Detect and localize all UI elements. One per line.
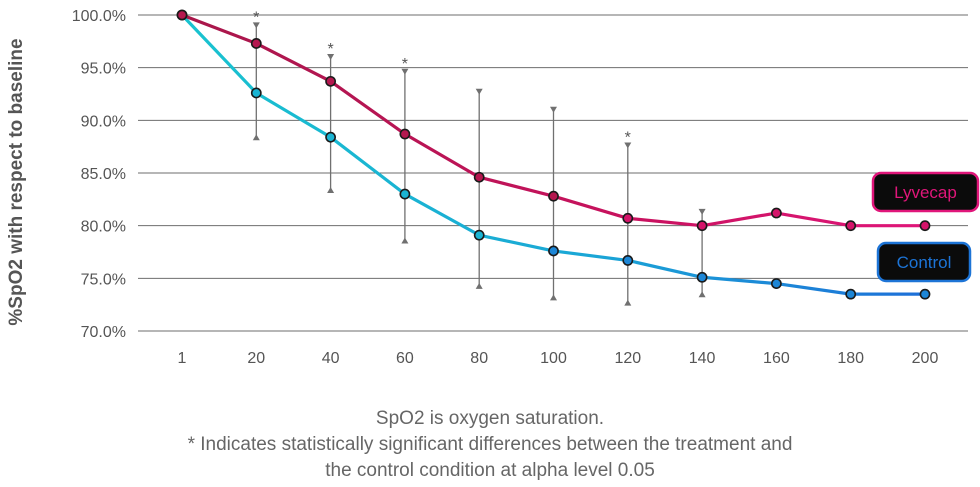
data-point-control xyxy=(325,131,336,143)
error-bar-cap-bottom xyxy=(401,237,409,244)
footnote-line-3: the control condition at alpha level 0.0… xyxy=(325,460,655,481)
error-bar-cap-bottom xyxy=(550,294,557,301)
legend-label-lyvecap: Lyvecap xyxy=(894,183,957,202)
legend-label-control: Control xyxy=(897,253,952,272)
y-tick-label: 90.0% xyxy=(81,113,126,130)
footnote-line-1: SpO2 is oxygen saturation. xyxy=(375,408,605,429)
data-point-lyvecap xyxy=(845,220,857,232)
data-point-lyvecap xyxy=(771,207,782,219)
y-axis-label: %SpO2 with respect to baseline xyxy=(6,38,27,325)
error-bar xyxy=(624,142,632,306)
data-point-control xyxy=(771,278,782,289)
data-point-lyvecap xyxy=(548,190,559,202)
x-tick-label: 100 xyxy=(540,350,567,367)
error-bar-cap-top xyxy=(252,22,260,29)
x-tick-label: 60 xyxy=(396,350,414,367)
error-bar xyxy=(475,88,483,289)
x-tick-label: 140 xyxy=(689,350,716,367)
error-bar-cap-bottom xyxy=(252,134,260,141)
x-tick-label: 120 xyxy=(614,350,641,367)
series-points xyxy=(176,9,931,300)
x-tick-label: 180 xyxy=(837,350,864,367)
error-bar-cap-top xyxy=(624,142,632,149)
y-axis-ticks: 100.0% 95.0% 90.0% 85.0% 80.0% 75.0% 70.0% xyxy=(72,8,126,341)
x-tick-label: 200 xyxy=(912,350,939,367)
data-point-control xyxy=(919,288,931,300)
y-tick-label: 75.0% xyxy=(81,271,126,288)
error-bar xyxy=(550,106,557,301)
data-point-control xyxy=(250,87,262,99)
significance-markers: * * * * xyxy=(253,9,631,146)
error-bar xyxy=(401,68,409,244)
data-point-lyvecap xyxy=(696,220,708,232)
data-point-control xyxy=(473,229,485,241)
y-tick-label: 100.0% xyxy=(72,8,126,25)
footnote: SpO2 is oxygen saturation. * Indicates s… xyxy=(0,406,980,484)
error-bar-cap-bottom xyxy=(698,291,706,298)
significance-star: * xyxy=(327,41,333,58)
y-tick-label: 85.0% xyxy=(81,166,126,183)
data-point-control xyxy=(845,288,857,300)
error-bar-cap-top xyxy=(550,106,557,113)
x-tick-label: 160 xyxy=(763,350,790,367)
data-point-lyvecap xyxy=(250,38,262,49)
data-point-control xyxy=(622,255,634,266)
significance-star: * xyxy=(402,56,408,73)
legend: Lyvecap Control xyxy=(871,171,980,283)
error-bar-cap-top xyxy=(327,54,335,61)
x-axis-ticks: 1 20 40 60 80 100 120 140 160 180 200 xyxy=(178,350,939,367)
error-bar-cap-bottom xyxy=(624,299,632,306)
data-point-lyvecap xyxy=(176,9,188,21)
data-point-lyvecap xyxy=(473,171,485,183)
x-tick-label: 20 xyxy=(247,350,265,367)
data-point-lyvecap xyxy=(325,75,336,87)
legend-box-control xyxy=(876,241,972,283)
data-point-lyvecap xyxy=(399,128,411,140)
legend-item-control: Control xyxy=(876,241,972,283)
line-chart: 100.0%95.0%90.0%85.0%80.0%75.0%70.0% 1 20… xyxy=(6,8,980,367)
footnote-line-2: * Indicates statistically significant di… xyxy=(187,434,793,455)
error-bar-cap-top xyxy=(475,88,483,95)
data-point-control xyxy=(399,188,411,200)
error-bar-cap-bottom xyxy=(475,282,483,289)
data-point-control xyxy=(548,245,559,257)
x-tick-label: 40 xyxy=(322,350,340,367)
y-tick-label: 70.0% xyxy=(81,324,126,341)
data-point-lyvecap xyxy=(919,220,931,232)
data-point-control xyxy=(696,271,708,283)
significance-star: * xyxy=(253,9,259,26)
significance-star: * xyxy=(625,130,631,147)
y-tick-label: 80.0% xyxy=(81,219,126,236)
legend-box-lyvecap xyxy=(871,171,980,213)
error-bar-cap-top xyxy=(698,208,706,215)
data-point-lyvecap xyxy=(622,212,634,224)
error-bar xyxy=(327,54,335,193)
error-bar-cap-bottom xyxy=(327,186,335,193)
error-bar-cap-top xyxy=(401,68,409,75)
x-tick-label: 80 xyxy=(470,350,488,367)
x-tick-label: 1 xyxy=(178,350,187,367)
y-tick-label: 95.0% xyxy=(81,61,126,78)
legend-item-lyvecap: Lyvecap xyxy=(871,171,980,213)
